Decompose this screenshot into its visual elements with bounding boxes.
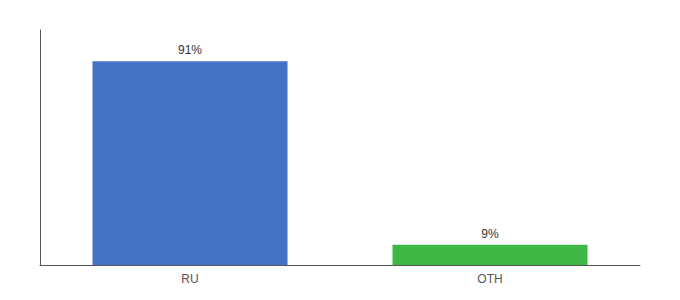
svg-text:9%: 9% <box>481 227 499 241</box>
svg-text:91%: 91% <box>178 43 202 57</box>
svg-text:RU: RU <box>181 272 198 286</box>
svg-text:OTH: OTH <box>477 272 502 286</box>
